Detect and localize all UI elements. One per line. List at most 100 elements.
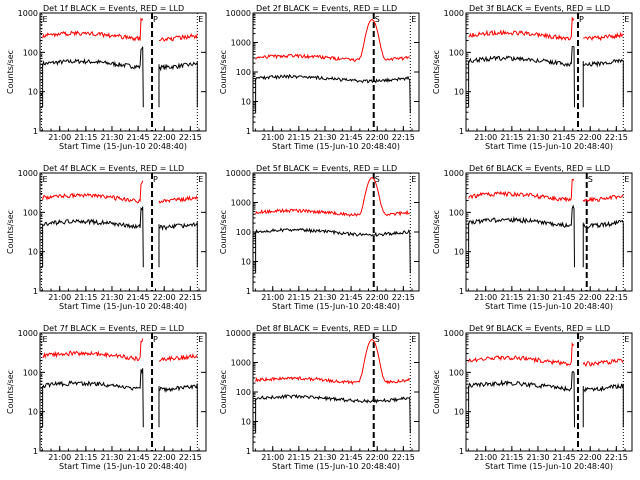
y-tick-label: 10 bbox=[241, 258, 251, 267]
x-tick-label: 22:00 bbox=[579, 133, 602, 142]
y-tick-label: 10 bbox=[241, 418, 251, 427]
plot-frame bbox=[252, 12, 420, 132]
chart-panel-8: Det 8f BLACK = Events, RED = LLD 1 10 100 10… bbox=[219, 324, 420, 471]
y-tick-label: 100 bbox=[23, 368, 38, 377]
x-axis-label: Start Time (15-Jun-10 20:48:40) bbox=[485, 302, 613, 311]
series-line-events bbox=[255, 393, 411, 434]
x-tick-label: 21:00 bbox=[474, 453, 497, 462]
marker-label: E bbox=[42, 15, 47, 24]
x-tick-label: 22:00 bbox=[579, 453, 602, 462]
x-tick-label: 22:15 bbox=[605, 453, 628, 462]
series-line-lld bbox=[468, 178, 575, 202]
x-tick-label: 22:15 bbox=[179, 133, 202, 142]
x-tick-label: 21:30 bbox=[313, 133, 336, 142]
x-tick-label: 21:45 bbox=[553, 453, 576, 462]
y-tick-label: 1000 bbox=[18, 329, 38, 338]
series-line-events bbox=[158, 61, 198, 108]
series-line-lld bbox=[255, 177, 410, 218]
marker-label: E bbox=[198, 175, 203, 184]
x-tick-label: 21:15 bbox=[500, 453, 523, 462]
marker-label: P bbox=[579, 15, 584, 24]
x-tick-label: 21:00 bbox=[48, 453, 71, 462]
x-tick-label: 22:15 bbox=[179, 453, 202, 462]
y-tick-label: 1000 bbox=[18, 169, 38, 178]
x-tick-label: 21:00 bbox=[261, 133, 284, 142]
x-tick-label: 21:15 bbox=[74, 293, 97, 302]
x-tick-label: 22:00 bbox=[366, 293, 389, 302]
x-tick-label: 21:00 bbox=[261, 453, 284, 462]
series-line-lld bbox=[468, 16, 575, 41]
marker-label: S bbox=[375, 15, 380, 24]
series-line-events bbox=[255, 73, 411, 114]
y-tick-label: 1000 bbox=[444, 329, 464, 338]
series-line-events bbox=[582, 58, 624, 108]
series-line-events bbox=[468, 370, 575, 428]
series-line-lld bbox=[468, 341, 575, 367]
series-line-lld bbox=[158, 353, 198, 363]
plot-frame bbox=[465, 172, 633, 292]
x-tick-label: 21:45 bbox=[127, 133, 150, 142]
series-line-events bbox=[255, 227, 411, 274]
x-tick-label: 22:15 bbox=[392, 133, 415, 142]
marker-label: E bbox=[411, 175, 416, 184]
plot-frame bbox=[465, 332, 633, 452]
x-tick-label: 21:00 bbox=[474, 293, 497, 302]
y-tick-label: 1000 bbox=[444, 169, 464, 178]
chart-panel-9: Det 9f BLACK = Events, RED = LLD 1 10 100 10… bbox=[432, 324, 633, 471]
marker-label: P bbox=[153, 15, 158, 24]
x-tick-label: 21:15 bbox=[500, 293, 523, 302]
y-axis-label: Counts/sec bbox=[6, 370, 15, 414]
marker-label: E bbox=[198, 335, 203, 344]
y-tick-label: 10000 bbox=[226, 169, 251, 178]
x-tick-label: 21:45 bbox=[553, 293, 576, 302]
y-tick-label: 1 bbox=[33, 287, 38, 296]
x-tick-label: 22:15 bbox=[392, 293, 415, 302]
x-axis-label: Start Time (15-Jun-10 20:48:40) bbox=[272, 142, 400, 151]
x-tick-label: 21:30 bbox=[526, 293, 549, 302]
series-line-events bbox=[42, 368, 144, 428]
y-axis-label: Counts/sec bbox=[6, 50, 15, 94]
y-tick-label: 1 bbox=[33, 127, 38, 136]
series-line-lld bbox=[582, 358, 624, 368]
x-tick-label: 22:15 bbox=[605, 133, 628, 142]
chart-title: Det 9f BLACK = Events, RED = LLD bbox=[469, 324, 610, 333]
series-line-lld bbox=[158, 33, 198, 43]
series-line-lld bbox=[42, 180, 144, 204]
x-tick-label: 21:00 bbox=[474, 133, 497, 142]
x-tick-label: 21:30 bbox=[313, 453, 336, 462]
x-axis-label: Start Time (15-Jun-10 20:48:40) bbox=[485, 462, 613, 471]
series-line-lld bbox=[582, 194, 624, 203]
marker-label: E bbox=[624, 175, 629, 184]
y-tick-label: 10000 bbox=[226, 9, 251, 18]
x-axis-label: Start Time (15-Jun-10 20:48:40) bbox=[59, 462, 187, 471]
y-axis-label: Counts/sec bbox=[219, 370, 228, 414]
chart-panel-2: Det 2f BLACK = Events, RED = LLD 1 10 100 10… bbox=[219, 4, 420, 151]
series-line-lld bbox=[255, 339, 411, 386]
marker-label: P bbox=[153, 175, 158, 184]
marker-label: S bbox=[588, 175, 593, 184]
series-line-events bbox=[583, 382, 624, 428]
chart-title: Det 4f BLACK = Events, RED = LLD bbox=[43, 164, 184, 173]
plot-frame bbox=[252, 332, 420, 452]
x-axis-label: Start Time (15-Jun-10 20:48:40) bbox=[59, 142, 187, 151]
marker-label: P bbox=[579, 335, 584, 344]
series-line-events bbox=[158, 383, 198, 428]
x-tick-label: 22:00 bbox=[579, 293, 602, 302]
y-tick-label: 100 bbox=[449, 48, 464, 57]
x-tick-label: 21:15 bbox=[287, 133, 310, 142]
y-tick-label: 10 bbox=[28, 408, 38, 417]
y-tick-label: 1 bbox=[459, 287, 464, 296]
y-tick-label: 10 bbox=[28, 248, 38, 257]
y-tick-label: 10000 bbox=[226, 329, 251, 338]
x-tick-label: 22:00 bbox=[153, 133, 176, 142]
x-tick-label: 21:30 bbox=[526, 133, 549, 142]
marker-label: S bbox=[375, 335, 380, 344]
y-tick-label: 100 bbox=[23, 208, 38, 217]
y-tick-label: 100 bbox=[236, 228, 251, 237]
marker-label: E bbox=[198, 15, 203, 24]
series-line-lld bbox=[42, 338, 144, 362]
chart-title: Det 1f BLACK = Events, RED = LLD bbox=[43, 4, 184, 13]
x-tick-label: 21:30 bbox=[100, 293, 123, 302]
chart-title: Det 7f BLACK = Events, RED = LLD bbox=[43, 324, 184, 333]
x-tick-label: 21:30 bbox=[526, 453, 549, 462]
